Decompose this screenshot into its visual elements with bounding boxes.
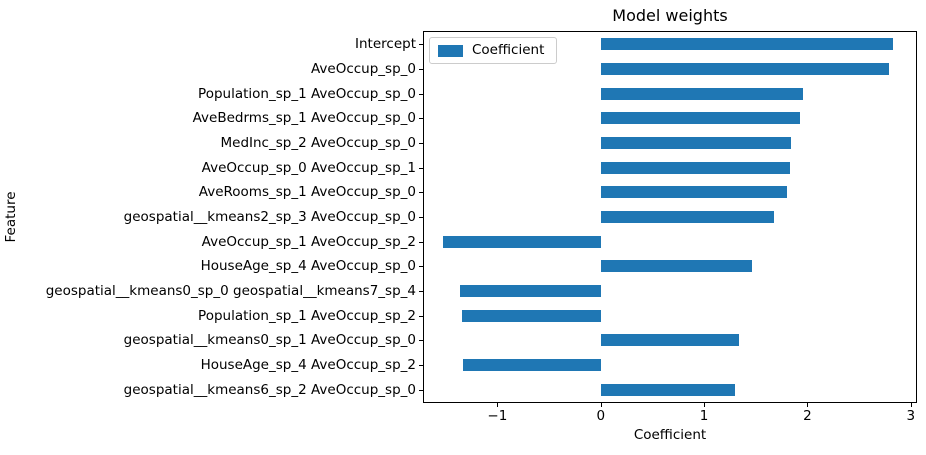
y-tick-mark-12 bbox=[419, 340, 423, 342]
y-tick-label-2: Population_sp_1 AveOccup_sp_0 bbox=[198, 85, 416, 102]
x-tick-label-4: 3 bbox=[906, 408, 916, 424]
bar-6 bbox=[600, 186, 787, 199]
x-tick-label-3: 2 bbox=[803, 408, 812, 424]
plot-area: Coefficient bbox=[423, 31, 917, 403]
bar-10 bbox=[460, 285, 601, 297]
x-tick-mark-0 bbox=[497, 403, 499, 407]
bar-2 bbox=[600, 87, 804, 100]
y-tick-mark-7 bbox=[419, 217, 423, 218]
x-tick-mark-2 bbox=[704, 403, 706, 407]
bar-1 bbox=[600, 63, 890, 75]
x-axis-label: Coefficient bbox=[633, 427, 707, 443]
bar-8 bbox=[442, 235, 601, 248]
y-tick-label-5: AveOccup_sp_0 AveOccup_sp_1 bbox=[201, 159, 416, 176]
y-tick-label-10: geospatial__kmeans0_sp_0 geospatial__kme… bbox=[45, 283, 416, 299]
y-tick-label-9: HouseAge_sp_4 AveOccup_sp_0 bbox=[200, 258, 416, 275]
x-tick-mark-3 bbox=[807, 403, 809, 407]
bar-9 bbox=[600, 260, 752, 273]
y-tick-mark-3 bbox=[419, 118, 423, 120]
x-tick-label-0: −1 bbox=[487, 408, 508, 424]
y-tick-mark-2 bbox=[419, 93, 423, 95]
y-tick-mark-10 bbox=[419, 291, 423, 292]
y-tick-mark-0 bbox=[419, 44, 423, 46]
y-tick-mark-14 bbox=[419, 389, 423, 391]
y-tick-mark-6 bbox=[419, 192, 423, 194]
y-tick-label-3: AveBedrms_sp_1 AveOccup_sp_0 bbox=[192, 110, 416, 127]
bar-3 bbox=[600, 112, 801, 125]
y-axis-label: Feature bbox=[3, 191, 19, 243]
bar-13 bbox=[463, 359, 601, 371]
bar-11 bbox=[462, 309, 601, 322]
y-tick-label-8: AveOccup_sp_1 AveOccup_sp_2 bbox=[201, 233, 416, 250]
x-tick-label-2: 1 bbox=[699, 408, 709, 424]
bar-5 bbox=[600, 161, 790, 174]
y-tick-mark-8 bbox=[419, 241, 423, 243]
chart-title: Model weights bbox=[612, 6, 728, 25]
y-tick-mark-4 bbox=[419, 143, 423, 144]
bar-0 bbox=[600, 38, 894, 51]
y-tick-mark-13 bbox=[419, 365, 423, 366]
y-tick-mark-11 bbox=[419, 315, 423, 317]
bar-14 bbox=[600, 383, 736, 396]
x-tick-mark-4 bbox=[910, 403, 912, 407]
y-tick-label-6: AveRooms_sp_1 AveOccup_sp_0 bbox=[198, 184, 416, 201]
legend-label: Coefficient bbox=[472, 42, 545, 58]
y-tick-mark-5 bbox=[419, 167, 423, 169]
bar-12 bbox=[600, 334, 740, 347]
legend: Coefficient bbox=[429, 37, 558, 64]
y-tick-mark-1 bbox=[419, 69, 423, 70]
bar-7 bbox=[600, 211, 775, 223]
x-tick-mark-1 bbox=[600, 403, 602, 407]
legend-swatch-coefficient bbox=[438, 44, 463, 57]
y-tick-label-0: Intercept bbox=[355, 36, 416, 53]
y-tick-label-4: MedInc_sp_2 AveOccup_sp_0 bbox=[220, 135, 417, 151]
y-tick-label-7: geospatial__kmeans2_sp_3 AveOccup_sp_0 bbox=[123, 209, 416, 225]
y-tick-label-1: AveOccup_sp_0 bbox=[310, 61, 416, 77]
y-tick-label-13: HouseAge_sp_4 AveOccup_sp_2 bbox=[200, 357, 416, 373]
y-tick-label-14: geospatial__kmeans6_sp_2 AveOccup_sp_0 bbox=[123, 381, 416, 398]
bar-4 bbox=[600, 137, 791, 149]
y-tick-label-12: geospatial__kmeans0_sp_1 AveOccup_sp_0 bbox=[123, 332, 416, 349]
x-tick-label-1: 0 bbox=[596, 408, 606, 424]
y-tick-mark-9 bbox=[419, 266, 423, 268]
y-tick-label-11: Population_sp_1 AveOccup_sp_2 bbox=[198, 307, 416, 324]
